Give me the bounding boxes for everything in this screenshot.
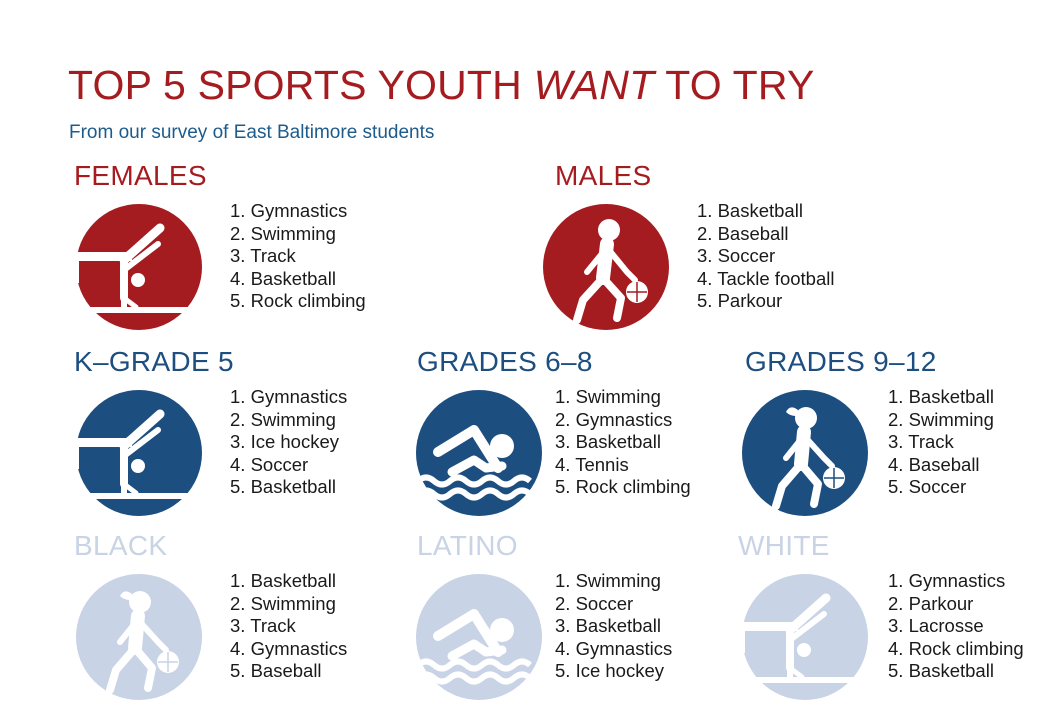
list-item: 5. Basketball bbox=[888, 660, 994, 682]
list-item: 3. Lacrosse bbox=[888, 615, 984, 637]
group-heading: WHITE bbox=[738, 530, 830, 561]
group-heading: FEMALES bbox=[74, 160, 207, 191]
list-item: 1. Swimming bbox=[555, 386, 661, 407]
list-item: 1. Gymnastics bbox=[888, 570, 1006, 591]
title-text-end: TO TRY bbox=[654, 62, 815, 108]
list-item: 4. Soccer bbox=[230, 453, 309, 475]
sport-list: 1. Gymnastics 2. Parkour 3. Lacrosse 4. … bbox=[888, 570, 1024, 683]
list-item: 2. Baseball bbox=[697, 222, 789, 244]
list-item: 3. Basketball bbox=[555, 615, 661, 637]
list-item: 5. Rock climbing bbox=[230, 290, 366, 312]
list-item: 5. Baseball bbox=[230, 660, 322, 682]
list-item: 3. Soccer bbox=[697, 245, 776, 267]
sport-list: 1. Basketball 2. Swimming 3. Track 4. Gy… bbox=[230, 570, 347, 683]
page-subtitle: From our survey of East Baltimore studen… bbox=[69, 122, 435, 143]
list-item: 3. Basketball bbox=[555, 431, 661, 453]
list-item: 5. Basketball bbox=[230, 476, 336, 498]
list-item: 5. Soccer bbox=[888, 476, 967, 498]
swimmer-icon bbox=[414, 572, 544, 702]
list-item: 1. Basketball bbox=[697, 200, 803, 221]
list-item: 4. Tennis bbox=[555, 453, 629, 475]
group-heading: GRADES 6–8 bbox=[417, 346, 593, 377]
list-item: 2. Gymnastics bbox=[555, 408, 673, 430]
list-item: 2. Swimming bbox=[230, 222, 336, 244]
list-item: 3. Ice hockey bbox=[230, 431, 340, 453]
gymnast-icon bbox=[740, 572, 870, 702]
list-item: 2. Swimming bbox=[888, 408, 994, 430]
list-item: 2. Swimming bbox=[230, 408, 336, 430]
list-item: 1. Swimming bbox=[555, 570, 661, 591]
gymnast-icon bbox=[74, 202, 204, 332]
gymnast-icon bbox=[74, 388, 204, 518]
sport-list: 1. Basketball 2. Baseball 3. Soccer 4. T… bbox=[697, 200, 834, 313]
list-item: 1. Gymnastics bbox=[230, 200, 348, 221]
title-emphasis: WANT bbox=[533, 62, 655, 108]
list-item: 3. Track bbox=[888, 431, 954, 453]
list-item: 1. Basketball bbox=[888, 386, 994, 407]
sport-list: 1. Swimming 2. Soccer 3. Basketball 4. G… bbox=[555, 570, 672, 683]
list-item: 5. Ice hockey bbox=[555, 660, 665, 682]
list-item: 4. Tackle football bbox=[697, 267, 835, 289]
list-item: 2. Swimming bbox=[230, 592, 336, 614]
swimmer-icon bbox=[414, 388, 544, 518]
sport-list: 1. Gymnastics 2. Swimming 3. Ice hockey … bbox=[230, 386, 347, 499]
sport-list: 1. Basketball 2. Swimming 3. Track 4. Ba… bbox=[888, 386, 994, 499]
list-item: 1. Basketball bbox=[230, 570, 336, 591]
list-item: 3. Track bbox=[230, 245, 296, 267]
list-item: 1. Gymnastics bbox=[230, 386, 348, 407]
list-item: 4. Gymnastics bbox=[230, 637, 348, 659]
group-heading: K–GRADE 5 bbox=[74, 346, 234, 377]
list-item: 4. Baseball bbox=[888, 453, 980, 475]
group-heading: MALES bbox=[555, 160, 652, 191]
list-item: 4. Basketball bbox=[230, 267, 336, 289]
sport-list: 1. Swimming 2. Gymnastics 3. Basketball … bbox=[555, 386, 691, 499]
group-heading: BLACK bbox=[74, 530, 168, 561]
group-heading: LATINO bbox=[417, 530, 518, 561]
list-item: 2. Parkour bbox=[888, 592, 974, 614]
list-item: 5. Rock climbing bbox=[555, 476, 691, 498]
basketball-player-female-icon bbox=[740, 388, 870, 518]
group-heading: GRADES 9–12 bbox=[745, 346, 937, 377]
list-item: 3. Track bbox=[230, 615, 296, 637]
page-title: TOP 5 SPORTS YOUTH WANT TO TRY bbox=[68, 62, 815, 109]
list-item: 2. Soccer bbox=[555, 592, 634, 614]
list-item: 4. Rock climbing bbox=[888, 637, 1024, 659]
basketball-player-male-icon bbox=[541, 202, 671, 332]
basketball-player-female-icon bbox=[74, 572, 204, 702]
sport-list: 1. Gymnastics 2. Swimming 3. Track 4. Ba… bbox=[230, 200, 366, 313]
list-item: 4. Gymnastics bbox=[555, 637, 673, 659]
list-item: 5. Parkour bbox=[697, 290, 783, 312]
title-text: TOP 5 SPORTS YOUTH bbox=[68, 62, 534, 108]
